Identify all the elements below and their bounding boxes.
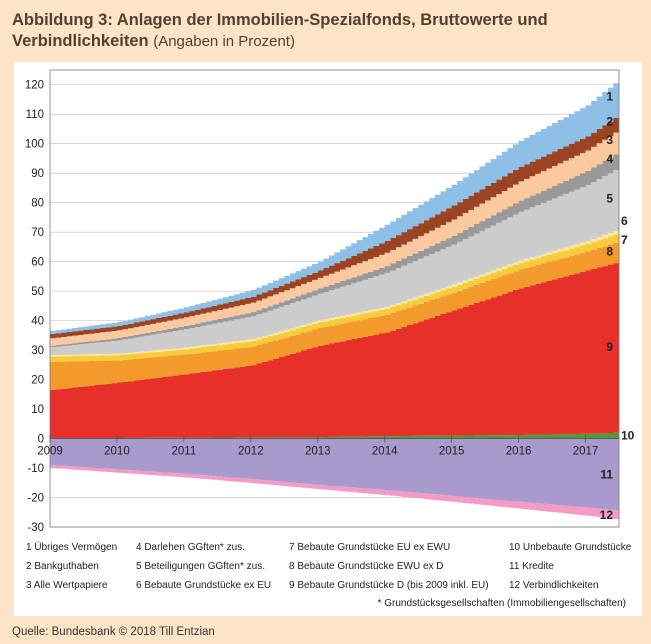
series-label-5: 5 <box>606 191 613 205</box>
area-series-8 <box>50 241 619 390</box>
figure-title-main: Abbildung 3: Anlagen der Immobilien-Spez… <box>12 11 548 50</box>
legend: 1 Übriges Vermögen 2 Bankguthaben 3 Alle… <box>14 538 642 616</box>
legend-item: 8 Bebaute Grundstücke EWU ex D <box>289 561 444 572</box>
x-tick-label: 2014 <box>372 446 398 458</box>
y-tick-label: 0 <box>38 434 44 446</box>
x-tick-label: 2012 <box>238 446 264 458</box>
series-label-2: 2 <box>606 115 613 129</box>
y-tick-label: 120 <box>25 80 44 92</box>
legend-item: 12 Verbindlichkeiten <box>509 580 599 591</box>
legend-column: 10 Unbebaute Grundstücke 11 Kredite 12 V… <box>509 538 631 595</box>
y-tick-label: 80 <box>31 198 44 210</box>
y-tick-label: 110 <box>26 109 44 121</box>
series-label-6: 6 <box>621 214 628 228</box>
series-label-11: 11 <box>600 468 613 482</box>
series-label-4: 4 <box>606 152 613 166</box>
y-tick-label: -10 <box>27 463 44 475</box>
legend-column: 7 Bebaute Grundstücke EU ex EWU 8 Bebaut… <box>289 538 489 595</box>
legend-item: 4 Darlehen GGften* zus. <box>136 542 245 553</box>
area-series-5 <box>50 167 619 356</box>
legend-item: 2 Bankguthaben <box>26 561 99 572</box>
legend-item: 1 Übriges Vermögen <box>26 542 118 553</box>
x-tick-label: 2010 <box>104 446 130 458</box>
x-tick-label: 2015 <box>439 446 465 458</box>
y-tick-label: 100 <box>25 139 44 151</box>
legend-item: 5 Beteiligungen GGften* zus. <box>136 561 265 572</box>
area-series-10 <box>50 432 619 439</box>
legend-column: 1 Übriges Vermögen 2 Bankguthaben 3 Alle… <box>26 538 117 595</box>
y-tick-label: 60 <box>31 257 44 269</box>
y-tick-label: 20 <box>31 375 44 387</box>
series-label-9: 9 <box>606 340 613 354</box>
series-label-1: 1 <box>606 90 613 104</box>
legend-item: 3 Alle Wertpapiere <box>26 580 108 591</box>
stacked-area-chart: -30-20-100102030405060708090100110120200… <box>25 69 635 532</box>
figure-title-sub: (Angaben in Prozent) <box>153 33 295 50</box>
y-tick-label: 10 <box>31 404 44 416</box>
legend-column: 4 Darlehen GGften* zus. 5 Beteiligungen … <box>136 538 271 595</box>
y-tick-label: 30 <box>31 345 44 357</box>
series-label-7: 7 <box>621 233 628 247</box>
y-tick-label: 90 <box>31 168 44 180</box>
area-series-9 <box>50 261 619 438</box>
x-tick-label: 2016 <box>506 446 532 458</box>
area-series-11 <box>50 438 619 511</box>
series-label-12: 12 <box>600 508 614 522</box>
series-label-3: 3 <box>606 133 613 147</box>
x-tick-label: 2017 <box>573 446 599 458</box>
y-tick-label: -20 <box>27 493 44 505</box>
y-tick-label: 50 <box>31 286 44 298</box>
y-tick-label: 40 <box>31 316 44 328</box>
legend-item: 6 Bebaute Grundstücke ex EU <box>136 580 272 591</box>
y-tick-label: 70 <box>31 227 44 239</box>
figure-title: Abbildung 3: Anlagen der Immobilien-Spez… <box>12 10 642 52</box>
area-series-12 <box>50 465 619 520</box>
plot-frame <box>49 69 620 528</box>
x-tick-label: 2013 <box>305 446 331 458</box>
series-label-8: 8 <box>606 244 613 258</box>
y-tick-label: -30 <box>27 522 44 532</box>
chart-panel: -30 -20 -10 0 10 20 30 40 50 60 70 80 90 100 110 120 200… <box>14 62 642 616</box>
legend-item: 11 Kredite <box>509 561 554 572</box>
x-tick-label: 2009 <box>37 446 63 458</box>
footnote: * Grundstücksgesellschaften (Immobilieng… <box>377 598 626 609</box>
legend-item: 7 Bebaute Grundstücke EU ex EWU <box>289 542 451 553</box>
x-tick-label: 2011 <box>172 446 197 458</box>
source-line: Quelle: Bundesbank © 2018 Till Entzian <box>12 626 215 638</box>
series-label-10: 10 <box>621 429 635 443</box>
legend-item: 10 Unbebaute Grundstücke <box>509 542 632 553</box>
legend-item: 9 Bebaute Grundstücke D (bis 2009 inkl. … <box>289 580 489 591</box>
